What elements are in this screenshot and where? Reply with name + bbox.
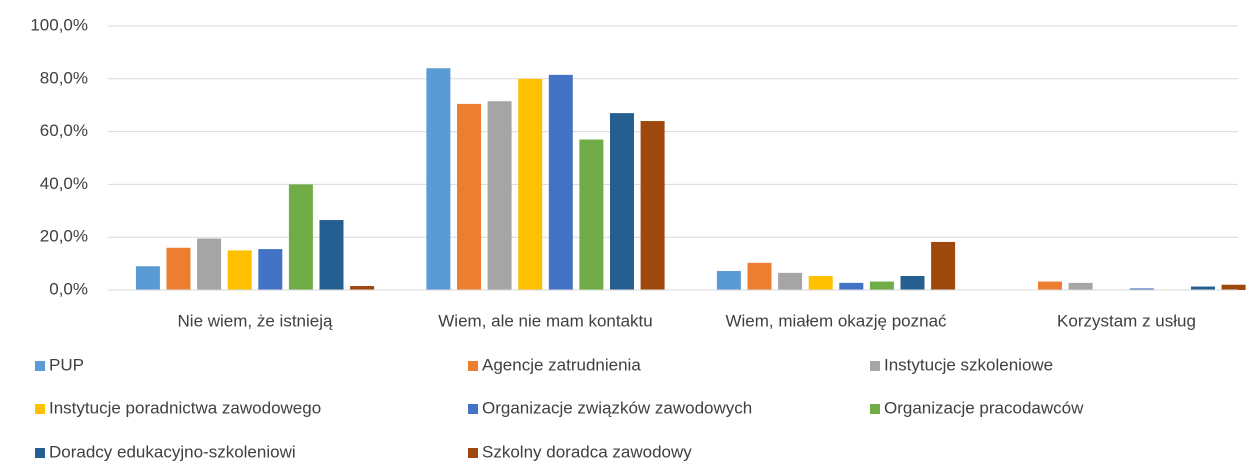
legend-swatch: [468, 404, 478, 414]
legend-swatch: [468, 448, 478, 458]
bar: [610, 113, 634, 291]
bar: [1191, 286, 1215, 290]
x-tick-label: Nie wiem, że istnieją: [178, 311, 333, 330]
bar: [747, 262, 772, 290]
legend-label: Organizacje pracodawców: [884, 398, 1084, 417]
bar: [426, 68, 451, 291]
legend-swatch: [35, 404, 45, 414]
bar: [900, 276, 925, 290]
bar: [931, 241, 956, 290]
bar: [319, 220, 344, 290]
y-tick-label: 40,0%: [40, 174, 88, 193]
legend-swatch: [468, 361, 478, 371]
legend-swatch: [870, 404, 880, 414]
legend-swatch: [35, 361, 45, 371]
legend-swatch: [870, 361, 880, 371]
bar: [1068, 282, 1093, 290]
legend-label: Szkolny doradca zawodowy: [482, 442, 692, 461]
bar: [548, 74, 573, 290]
bar: [135, 266, 160, 290]
y-tick-label: 20,0%: [40, 227, 88, 246]
bar: [869, 281, 894, 290]
bar: [579, 139, 604, 290]
bar: [197, 238, 222, 290]
bar: [839, 282, 864, 290]
legend-swatch: [35, 448, 45, 458]
bar: [716, 270, 741, 290]
x-tick-label: Wiem, ale nie mam kontaktu: [438, 311, 652, 330]
bar: [1038, 281, 1062, 290]
y-tick-label: 60,0%: [40, 121, 88, 140]
legend-label: Doradcy edukacyjno-szkoleniowi: [49, 442, 296, 461]
y-tick-label: 100,0%: [30, 15, 88, 34]
bar: [518, 78, 543, 290]
bar: [457, 103, 481, 290]
bar: [808, 276, 833, 290]
bar: [227, 250, 252, 290]
legend-label: Instytucje poradnictwa zawodowego: [49, 398, 321, 417]
legend-label: Organizacje związków zawodowych: [482, 398, 752, 417]
bar: [288, 184, 313, 290]
bar: [1221, 284, 1246, 290]
bar: [258, 249, 283, 290]
y-tick-label: 80,0%: [40, 68, 88, 87]
legend-label: Instytucje szkoleniowe: [884, 355, 1053, 374]
legend-label: Agencje zatrudnienia: [482, 355, 641, 374]
bar: [487, 101, 512, 291]
bar: [1129, 288, 1154, 290]
bar: [640, 121, 665, 290]
bar: [350, 286, 375, 290]
bar: [778, 272, 803, 290]
x-tick-label: Wiem, miałem okazję poznać: [725, 311, 947, 330]
bar: [166, 247, 191, 290]
y-tick-label: 0,0%: [49, 279, 88, 298]
legend-label: PUP: [49, 355, 84, 374]
x-tick-label: Korzystam z usług: [1057, 311, 1196, 330]
